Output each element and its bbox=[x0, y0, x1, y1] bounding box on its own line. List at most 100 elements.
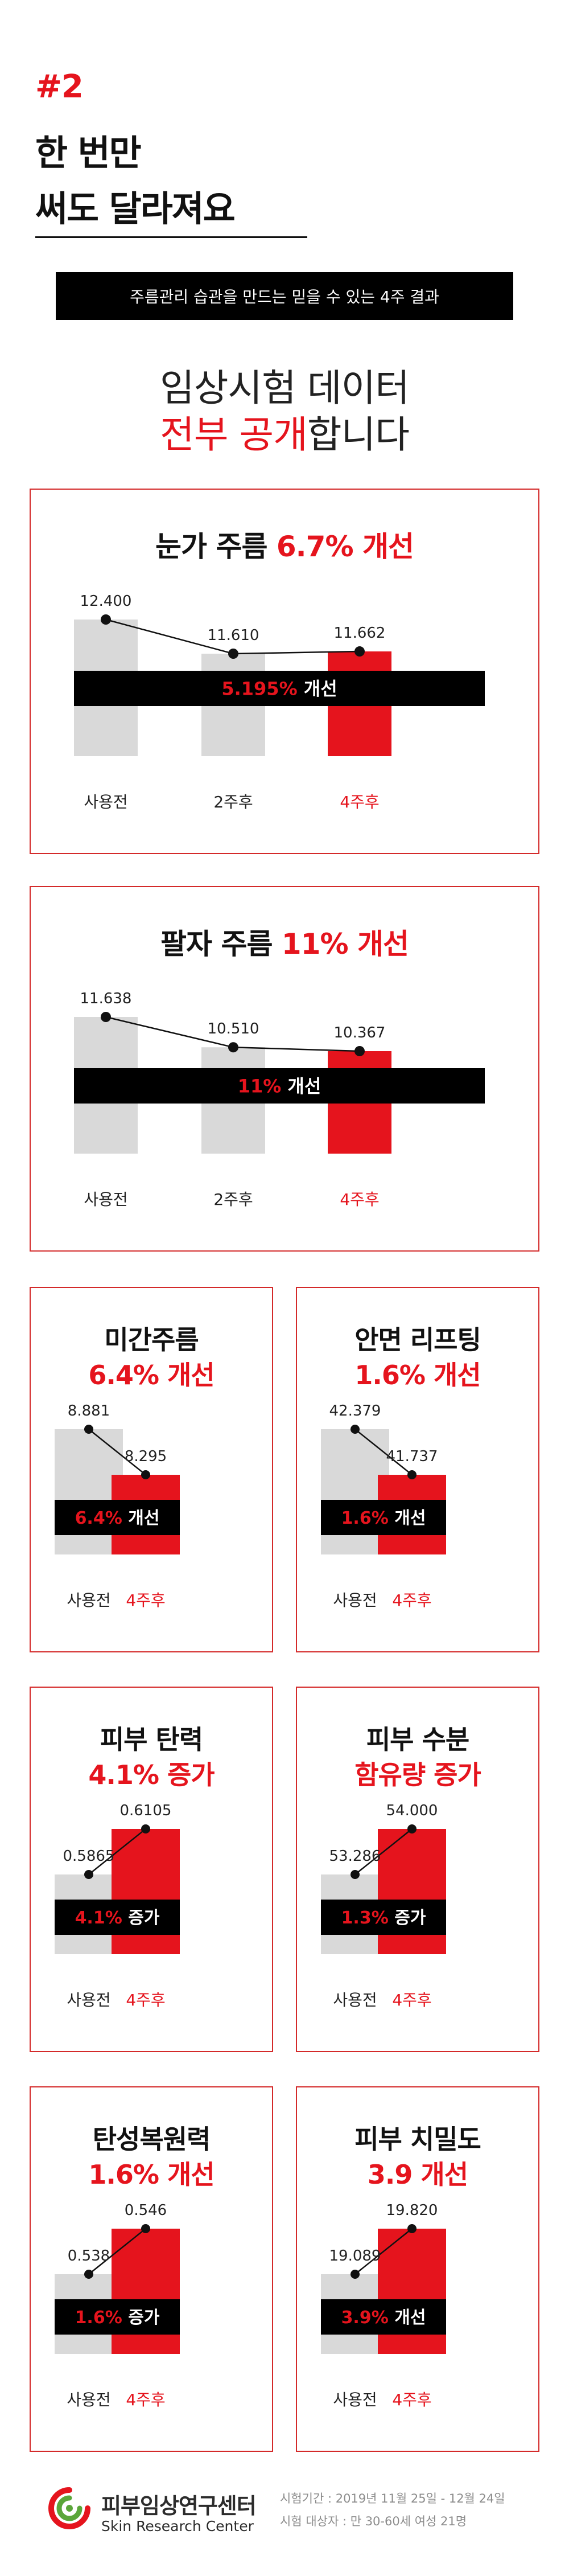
chart-title: 팔자 주름 11% 개선 bbox=[31, 921, 538, 962]
chart-title: 눈가 주름 6.7% 개선 bbox=[31, 524, 538, 565]
data-point-0 bbox=[84, 2270, 93, 2279]
chart-title-main: 눈가 주름 bbox=[155, 530, 267, 563]
chart-card-recovery-elasticity: 탄성복원력 1.6% 개선 1.6% 증가 0.538 사용전 0.546 4주후 bbox=[30, 2086, 273, 2452]
data-point-1 bbox=[228, 649, 238, 659]
trend-line bbox=[354, 2228, 413, 2275]
data-point-2 bbox=[354, 646, 365, 657]
section-number: #2 bbox=[35, 68, 84, 105]
result-banner bbox=[74, 1068, 485, 1104]
result-banner bbox=[74, 671, 485, 706]
chart-title-line1: 탄성복원력 bbox=[92, 2124, 211, 2155]
data-point-0 bbox=[351, 1870, 360, 1879]
chart-svg: 5.195% 개선 12.400 사용전 11.610 2주후 11.662 4주후 bbox=[74, 593, 485, 811]
footer-brand-english: Skin Research Center bbox=[101, 2518, 254, 2534]
value-label-0: 53.286 bbox=[329, 1848, 381, 1865]
clinical-heading-line2: 전부 공개합니다 bbox=[0, 404, 569, 459]
category-label-0: 사용전 bbox=[333, 1591, 377, 1610]
result-banner-text: 11% 개선 bbox=[238, 1076, 321, 1097]
category-label-0: 사용전 bbox=[84, 1190, 127, 1209]
category-label-0: 사용전 bbox=[84, 793, 127, 811]
subtitle-banner: 주름관리 습관을 만드는 믿을 수 있는 4주 결과 bbox=[56, 272, 513, 320]
chart-svg: 4.1% 증가 0.5865 사용전 0.6105 4주후 bbox=[55, 1802, 180, 2009]
result-banner-text: 6.4% 개선 bbox=[75, 1508, 160, 1528]
subtitle-text: 주름관리 습관을 만드는 믿을 수 있는 4주 결과 bbox=[130, 288, 439, 306]
chart-title-line2: 4.1% 증가 bbox=[88, 1759, 215, 1790]
value-label-1: 0.546 bbox=[125, 2202, 167, 2219]
trend-line bbox=[88, 2228, 146, 2275]
chart-title: 미간주름 6.4% 개선 bbox=[31, 1322, 272, 1393]
chart-title-main: 팔자 주름 bbox=[160, 928, 273, 961]
chart-title-line2: 3.9 개선 bbox=[367, 2159, 468, 2190]
value-label-0: 0.538 bbox=[68, 2247, 110, 2265]
data-point-0 bbox=[84, 1870, 93, 1879]
result-banner-text: 5.195% 개선 bbox=[221, 678, 337, 700]
chart-svg: 6.4% 개선 8.881 사용전 8.295 4주후 bbox=[55, 1402, 180, 1610]
chart-title-highlight: 6.7% 개선 bbox=[276, 530, 414, 563]
result-banner-text: 1.6% 증가 bbox=[75, 2308, 160, 2328]
category-label-2: 4주후 bbox=[340, 793, 379, 811]
chart-card-skin-density: 피부 치밀도 3.9 개선 3.9% 개선 19.089 사용전 19.820 4주후 bbox=[296, 2086, 539, 2452]
data-point-1 bbox=[141, 2224, 150, 2233]
hero-title-line1: 한 번만 bbox=[35, 132, 142, 174]
chart-title-line2: 6.4% 개선 bbox=[88, 1360, 215, 1390]
value-label-2: 11.662 bbox=[334, 625, 386, 642]
data-point-0 bbox=[101, 1012, 111, 1022]
chart-card-nasolabial-wrinkle: 팔자 주름 11% 개선 11% 개선 11.638 사용전 10.510 2주후 10.… bbox=[30, 886, 539, 1252]
chart-title: 피부 수분 함유량 증가 bbox=[297, 1722, 538, 1792]
trend-line bbox=[88, 1828, 146, 1875]
value-label-0: 42.379 bbox=[329, 1402, 381, 1420]
category-label-0: 사용전 bbox=[67, 1591, 110, 1610]
chart-card-eye-wrinkle: 눈가 주름 6.7% 개선 5.195% 개선 12.400 사용전 11.610 2주… bbox=[30, 489, 539, 854]
chart-card-face-lifting: 안면 리프팅 1.6% 개선 1.6% 개선 42.379 사용전 41.737 4주후 bbox=[296, 1287, 539, 1652]
chart-title: 안면 리프팅 1.6% 개선 bbox=[297, 1322, 538, 1393]
footer-brand-korean: 피부임상연구센터 bbox=[101, 2493, 257, 2518]
result-banner-text: 4.1% 증가 bbox=[75, 1908, 160, 1928]
trend-line bbox=[354, 1828, 413, 1875]
chart-card-skin-moisture: 피부 수분 함유량 증가 1.3% 증가 53.286 사용전 54.000 4주후 bbox=[296, 1687, 539, 2052]
result-banner-text: 1.6% 개선 bbox=[341, 1508, 426, 1528]
data-point-1 bbox=[407, 1824, 417, 1833]
category-label-1: 4주후 bbox=[392, 2390, 431, 2409]
hero-underline bbox=[35, 236, 307, 238]
chart-card-skin-elasticity: 피부 탄력 4.1% 증가 4.1% 증가 0.5865 사용전 0.6105 4주후 bbox=[30, 1687, 273, 2052]
chart-title-line1: 피부 치밀도 bbox=[354, 2124, 481, 2155]
chart-svg: 3.9% 개선 19.089 사용전 19.820 4주후 bbox=[321, 2202, 446, 2409]
category-label-2: 4주후 bbox=[340, 1190, 379, 1209]
value-label-1: 11.610 bbox=[208, 627, 259, 644]
clinical-heading-rest: 합니다 bbox=[307, 413, 410, 457]
data-point-1 bbox=[407, 1470, 417, 1479]
chart-title-line1: 미간주름 bbox=[104, 1324, 199, 1355]
chart-title-line1: 안면 리프팅 bbox=[354, 1324, 481, 1355]
clinical-heading-line1: 임상시험 데이터 bbox=[159, 366, 410, 410]
value-label-1: 10.510 bbox=[208, 1020, 259, 1037]
category-label-0: 사용전 bbox=[333, 2390, 377, 2409]
category-label-1: 4주후 bbox=[126, 1591, 165, 1610]
category-label-1: 4주후 bbox=[126, 2390, 165, 2409]
category-label-1: 4주후 bbox=[126, 1991, 165, 2009]
category-label-1: 4주후 bbox=[392, 1591, 431, 1610]
trend-line bbox=[354, 1429, 413, 1475]
footer-test-period: 시험기간 : 2019년 11월 25일 - 12월 24일 bbox=[280, 2492, 505, 2505]
category-label-0: 사용전 bbox=[67, 2390, 110, 2409]
chart-title-highlight: 11% 개선 bbox=[281, 928, 409, 961]
data-point-0 bbox=[101, 614, 111, 625]
chart-svg: 11% 개선 11.638 사용전 10.510 2주후 10.367 4주후 bbox=[74, 990, 485, 1209]
chart-title-line1: 피부 탄력 bbox=[100, 1724, 203, 1755]
data-point-0 bbox=[351, 1425, 360, 1434]
chart-title: 피부 치밀도 3.9 개선 bbox=[297, 2122, 538, 2192]
chart-title-line2: 함유량 증가 bbox=[354, 1759, 481, 1790]
value-label-0: 19.089 bbox=[329, 2247, 381, 2265]
result-banner bbox=[55, 1500, 180, 1535]
value-label-0: 11.638 bbox=[80, 990, 132, 1007]
data-point-2 bbox=[354, 1046, 365, 1056]
chart-svg: 1.6% 개선 42.379 사용전 41.737 4주후 bbox=[321, 1402, 446, 1610]
value-label-1: 0.6105 bbox=[120, 1802, 172, 1819]
footer-test-subjects: 시험 대상자 : 만 30-60세 여성 21명 bbox=[280, 2515, 467, 2528]
data-point-1 bbox=[141, 1824, 150, 1833]
data-point-0 bbox=[84, 1425, 93, 1434]
result-banner bbox=[55, 1900, 180, 1935]
value-label-1: 19.820 bbox=[386, 2202, 438, 2219]
chart-title: 피부 탄력 4.1% 증가 bbox=[31, 1722, 272, 1792]
result-banner-text: 3.9% 개선 bbox=[341, 2308, 426, 2328]
category-label-1: 2주후 bbox=[213, 1190, 253, 1209]
